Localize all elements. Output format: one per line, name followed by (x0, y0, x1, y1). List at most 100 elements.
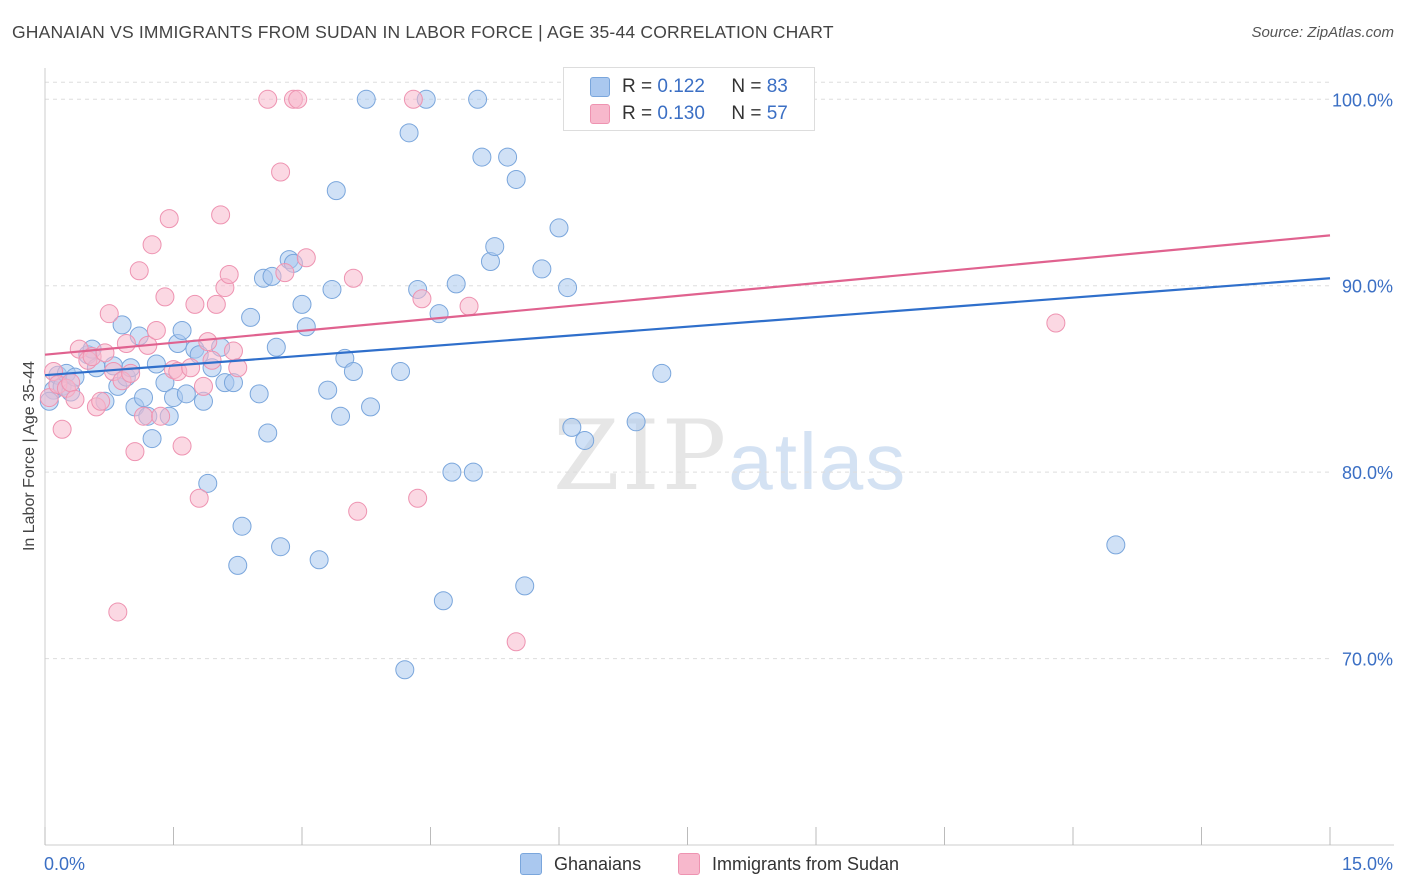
ghanaian-point (485, 237, 505, 257)
sudan-point (99, 304, 119, 324)
sudan-point (151, 406, 171, 426)
ghanaian-point (463, 462, 483, 482)
sudan-point (65, 389, 85, 409)
ghanaian-point (429, 304, 449, 324)
ghanaian-point (228, 555, 248, 575)
bottom-legend-sudan: Immigrants from Sudan (678, 852, 899, 876)
legend-r-label: R = (622, 103, 653, 124)
sudan-point (459, 296, 479, 316)
ghanaian-point (532, 259, 552, 279)
legend-n-label: N = (731, 76, 762, 97)
sudan-point (108, 602, 128, 622)
sudan-point (125, 442, 145, 462)
ghanaian-point (172, 320, 192, 340)
ghanaian-point (322, 279, 342, 299)
sudan-point (181, 358, 201, 378)
sudan-point (258, 89, 278, 109)
sudan-point (348, 501, 368, 521)
ghanaian-point (318, 380, 338, 400)
ghanaian-point (241, 307, 261, 327)
sudan-point (116, 334, 136, 354)
sudan-point (223, 341, 243, 361)
sudan-point (1046, 313, 1066, 333)
legend-n-label: N = (731, 103, 762, 124)
sudan-point (91, 391, 111, 411)
sudan-point (412, 289, 432, 309)
bottom-legend-label-ghanaians: Ghanaians (554, 853, 642, 874)
ghanaian-point (391, 361, 411, 381)
x-tick-label: 0.0% (44, 854, 85, 874)
ghanaian-point (399, 123, 419, 143)
ghanaian-point (446, 274, 466, 294)
sudan-point (198, 332, 218, 352)
ghanaian-point (258, 423, 278, 443)
legend-r-label: R = (622, 76, 653, 97)
sudan-point (52, 419, 72, 439)
ghanaian-point (515, 576, 535, 596)
ghanaian-point (575, 430, 595, 450)
sudan-point (271, 162, 291, 182)
axes (44, 68, 1394, 846)
ghanaian-point (356, 89, 376, 109)
ghanaian-point (433, 591, 453, 611)
ghanaian-point (442, 462, 462, 482)
ghanaian-point (142, 429, 162, 449)
trend-lines (44, 234, 1331, 377)
sudan-point (121, 363, 141, 383)
y-tick-label: 70.0% (1342, 650, 1393, 670)
ghanaian-point (309, 550, 329, 570)
ghanaian-point (1106, 535, 1126, 555)
sudan-points (39, 89, 1066, 652)
trend-line-sudan (44, 234, 1331, 356)
sudan-point (206, 294, 226, 314)
legend-r-value-sudan: 0.130 (657, 103, 705, 124)
ghanaian-point (361, 397, 381, 417)
ghanaian-point (472, 147, 492, 167)
sudan-point (61, 373, 81, 393)
sudan-point (95, 343, 115, 363)
ghanaian-point (292, 294, 312, 314)
source-note: Source: ZipAtlas.com (1251, 24, 1394, 41)
sudan-point (403, 89, 423, 109)
sudan-point (155, 287, 175, 307)
sudan-point (189, 488, 209, 508)
x-tick-label: 15.0% (1342, 854, 1393, 874)
tick-labels: 70.0% 80.0% 90.0% 100.0% 0.0% 15.0% (44, 90, 1393, 874)
bottom-legend-ghanaians: Ghanaians (520, 852, 641, 876)
ghanaian-point (506, 169, 526, 189)
ghanaian-point (558, 278, 578, 298)
legend-n-value-sudan: 57 (766, 103, 788, 124)
sudan-point (288, 89, 308, 109)
y-tick-label: 80.0% (1342, 463, 1393, 483)
ghanaian-point (112, 315, 132, 335)
trend-line-ghanaians (44, 277, 1331, 377)
ghanaian-point (498, 147, 518, 167)
bottom-legend-swatch-sudan (678, 853, 700, 875)
ghanaian-point (395, 660, 415, 680)
sudan-point (408, 488, 428, 508)
ghanaian-point (134, 388, 154, 408)
sudan-point (172, 436, 192, 456)
ghanaian-point (562, 417, 582, 437)
ghanaian-point (652, 363, 672, 383)
ghanaian-point (343, 361, 363, 381)
legend-row-sudan: R = 0.130 N = 57 (590, 101, 788, 127)
ghanaian-point (468, 89, 488, 109)
sudan-point (185, 294, 205, 314)
ghanaian-point (249, 384, 269, 404)
ghanaian-point (232, 516, 252, 536)
legend-r-value-ghanaians: 0.122 (657, 76, 705, 97)
sudan-point (202, 350, 222, 370)
legend-n-value-ghanaians: 83 (766, 76, 788, 97)
y-tick-label: 100.0% (1332, 90, 1393, 110)
ghanaian-point (271, 537, 291, 557)
ghanaian-point (326, 181, 346, 201)
sudan-point (142, 235, 162, 255)
sudan-point (296, 248, 316, 268)
legend-box: R = 0.122 N = 83 R = 0.130 N = 57 (563, 67, 815, 131)
sudan-point (211, 205, 231, 225)
watermark-atlas: atlas (728, 417, 908, 506)
legend-swatch-ghanaians (590, 77, 610, 97)
y-tick-label: 90.0% (1342, 277, 1393, 297)
sudan-point (134, 406, 154, 426)
